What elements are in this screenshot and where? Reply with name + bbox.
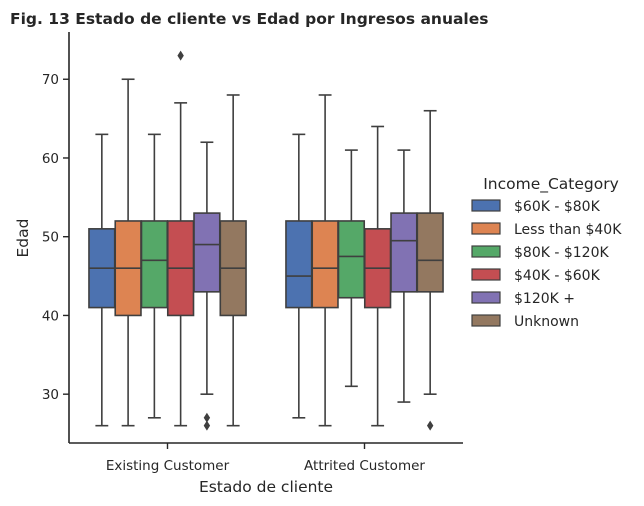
box (311, 220, 339, 309)
legend-swatch (471, 314, 501, 327)
box-group (219, 94, 247, 427)
chart-title: Fig. 13 Estado de cliente vs Edad por In… (10, 10, 489, 28)
legend-swatch (471, 222, 501, 235)
x-tick-label: Attrited Customer (304, 458, 425, 474)
legend-label: Less than $40K (514, 222, 622, 238)
box-group (363, 125, 392, 427)
box (193, 212, 221, 293)
legend-label: $80K - $120K (514, 245, 609, 261)
outlier-point (177, 50, 184, 61)
y-tick-label: 70 (42, 72, 59, 88)
box-group (193, 141, 221, 431)
box-group (390, 149, 418, 403)
box (390, 212, 418, 293)
axes (68, 32, 463, 444)
box-group (337, 149, 366, 388)
y-axis-label: Edad (14, 219, 32, 258)
legend-swatch (471, 268, 501, 281)
box-group (114, 78, 142, 427)
y-tick-label: 50 (42, 230, 59, 246)
box-group (88, 133, 116, 427)
outlier-point (203, 420, 211, 431)
legend-swatch (471, 291, 501, 304)
legend-swatch (471, 199, 501, 212)
box (416, 212, 444, 293)
box (337, 220, 366, 299)
x-tick-label: Existing Customer (106, 458, 230, 474)
x-ticks: Existing Customer Attrited Customer (106, 443, 425, 474)
box-group (285, 133, 313, 419)
legend-label: Unknown (514, 314, 579, 330)
box-group (140, 133, 169, 419)
box-group (416, 109, 444, 431)
box (140, 220, 169, 309)
boxes (88, 50, 444, 431)
outlier-point (426, 420, 434, 431)
legend-title: Income_Category (483, 175, 619, 194)
y-ticks: 30 40 50 60 70 (42, 72, 69, 403)
legend-label: $120K + (514, 291, 575, 307)
y-tick-label: 30 (42, 387, 59, 403)
box (285, 220, 313, 309)
outlier-point (203, 412, 211, 423)
x-axis-label: Estado de cliente (199, 478, 333, 496)
box-group (311, 94, 339, 427)
legend-swatch (471, 245, 501, 258)
legend-label: $40K - $60K (514, 268, 601, 284)
box-group (166, 50, 195, 427)
legend-label: $60K - $80K (514, 199, 601, 215)
legend: Income_Category $60K - $80K Less than $40… (471, 175, 622, 330)
y-tick-label: 40 (42, 308, 59, 324)
y-tick-label: 60 (42, 151, 59, 167)
